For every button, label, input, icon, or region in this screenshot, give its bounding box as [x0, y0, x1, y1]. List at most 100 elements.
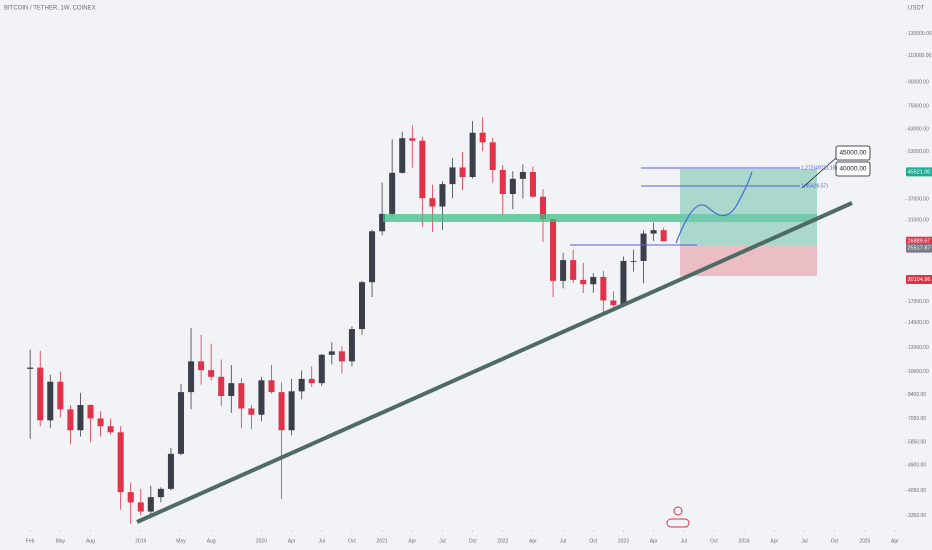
candle-body — [27, 367, 34, 369]
y-tick-label: 10000.00 — [908, 369, 929, 375]
y-tick-label: 14500.00 — [908, 320, 929, 326]
price-label: 26889.67 — [908, 239, 931, 245]
candle-body — [459, 167, 466, 178]
candle-body — [590, 276, 597, 285]
candle-body — [389, 172, 396, 214]
y-tick-label: 63000.00 — [908, 126, 929, 132]
candle-body — [127, 492, 134, 503]
candle-body — [399, 138, 406, 173]
y-tick-label: 4900.00 — [908, 463, 926, 469]
candle-body — [469, 132, 476, 178]
price-label-box — [906, 236, 932, 246]
x-tick-label: 2024 — [739, 538, 750, 544]
candle-body — [177, 392, 185, 454]
x-tick-label: Oct — [710, 538, 718, 544]
x-tick-label: Apr — [529, 538, 537, 544]
y-tick-label: 7000.00 — [908, 416, 926, 422]
candle-body — [439, 184, 446, 207]
price-label: 45521.00 — [908, 169, 931, 175]
candle-body — [519, 171, 526, 179]
x-tick-label: Feb — [26, 538, 35, 544]
candle-body — [67, 409, 74, 431]
x-tick-label: Aug — [207, 538, 216, 544]
x-tick-label: Apr — [891, 538, 899, 544]
candle-body — [348, 329, 355, 362]
price-label-box — [906, 167, 932, 177]
candle-body — [550, 219, 557, 281]
candle-body — [147, 497, 154, 512]
candle-body — [328, 351, 335, 355]
candle-body — [358, 282, 366, 330]
candle-body — [660, 230, 667, 242]
y-tick-label: 110000.00 — [908, 53, 931, 59]
event-icon — [666, 518, 690, 528]
candle-body — [379, 213, 386, 232]
candle-body — [157, 488, 164, 498]
drawings: 1.272(49711.18) 1(45426.57) 45000.00 400… — [136, 145, 871, 528]
y-tick-label: 31500.00 — [908, 218, 929, 224]
y-tick-label: 3350.00 — [908, 513, 926, 519]
y-tick-label: 37000.00 — [908, 197, 929, 203]
x-tick-label: Jul — [560, 538, 566, 544]
candle-body — [620, 260, 627, 306]
y-tick-label: 53000.00 — [908, 149, 929, 155]
candle-body — [369, 231, 376, 283]
candle-body — [600, 276, 607, 301]
candle-body — [248, 408, 255, 415]
y-tick-label: 5850.00 — [908, 439, 926, 445]
candle-body — [258, 380, 265, 415]
x-tick-label: Apr — [650, 538, 658, 544]
x-tick-label: Apr — [288, 538, 296, 544]
candle-body — [87, 405, 94, 419]
y-unit: USDT — [908, 6, 925, 12]
y-tick-label: 130000.00 — [908, 31, 932, 37]
event-icon — [673, 506, 683, 516]
x-tick-label: Jul — [439, 538, 445, 544]
candle-body — [188, 361, 195, 393]
chart-title: BITCOIN / TETHER, 1W, COINEX — [4, 6, 96, 12]
x-tick-label: Apr — [408, 538, 416, 544]
candle-body — [238, 383, 245, 409]
candle-body — [208, 370, 215, 377]
candle-body — [539, 196, 547, 220]
y-tick-label: 12000.00 — [908, 345, 929, 351]
candle-body — [650, 230, 657, 234]
candle-body — [167, 453, 174, 489]
price-label-box — [906, 275, 932, 285]
candle-body — [288, 391, 295, 431]
candle-body — [198, 361, 205, 371]
y-tick-label: 75000.00 — [908, 104, 929, 110]
x-tick-label: Jul — [319, 538, 325, 544]
candle-body — [117, 432, 124, 493]
candle-body — [479, 132, 486, 143]
x-tick-label: 2020 — [256, 538, 267, 544]
candle-body — [57, 381, 64, 410]
fib-label: 1(45426.57) — [801, 183, 828, 189]
x-tick-label: 2019 — [135, 538, 146, 544]
candle-body — [338, 351, 345, 362]
callout-text: 45000.00 — [839, 150, 866, 157]
x-tick-label: Oct — [348, 538, 356, 544]
y-tick-label: 90000.00 — [908, 80, 929, 86]
x-tick-label: Aug — [86, 538, 95, 544]
callout-box — [835, 161, 871, 177]
y-tick-label: 17000.00 — [908, 299, 929, 305]
x-tick-label: May — [56, 538, 66, 544]
candle-body — [640, 233, 647, 261]
y-tick-label: 8400.00 — [908, 392, 926, 398]
candle-body — [47, 381, 54, 421]
x-tick-label: Jul — [681, 538, 687, 544]
trend-line — [136, 201, 853, 524]
callout-box — [835, 145, 871, 161]
projection-path — [675, 171, 753, 244]
candle-body — [137, 502, 144, 512]
candle-body — [77, 405, 84, 431]
candle-body — [268, 380, 275, 393]
candle-body — [97, 418, 104, 427]
x-tick-label: Oct — [589, 538, 597, 544]
candle-body — [107, 426, 114, 433]
x-tick-label: Oct — [469, 538, 477, 544]
candle-body — [630, 260, 637, 262]
